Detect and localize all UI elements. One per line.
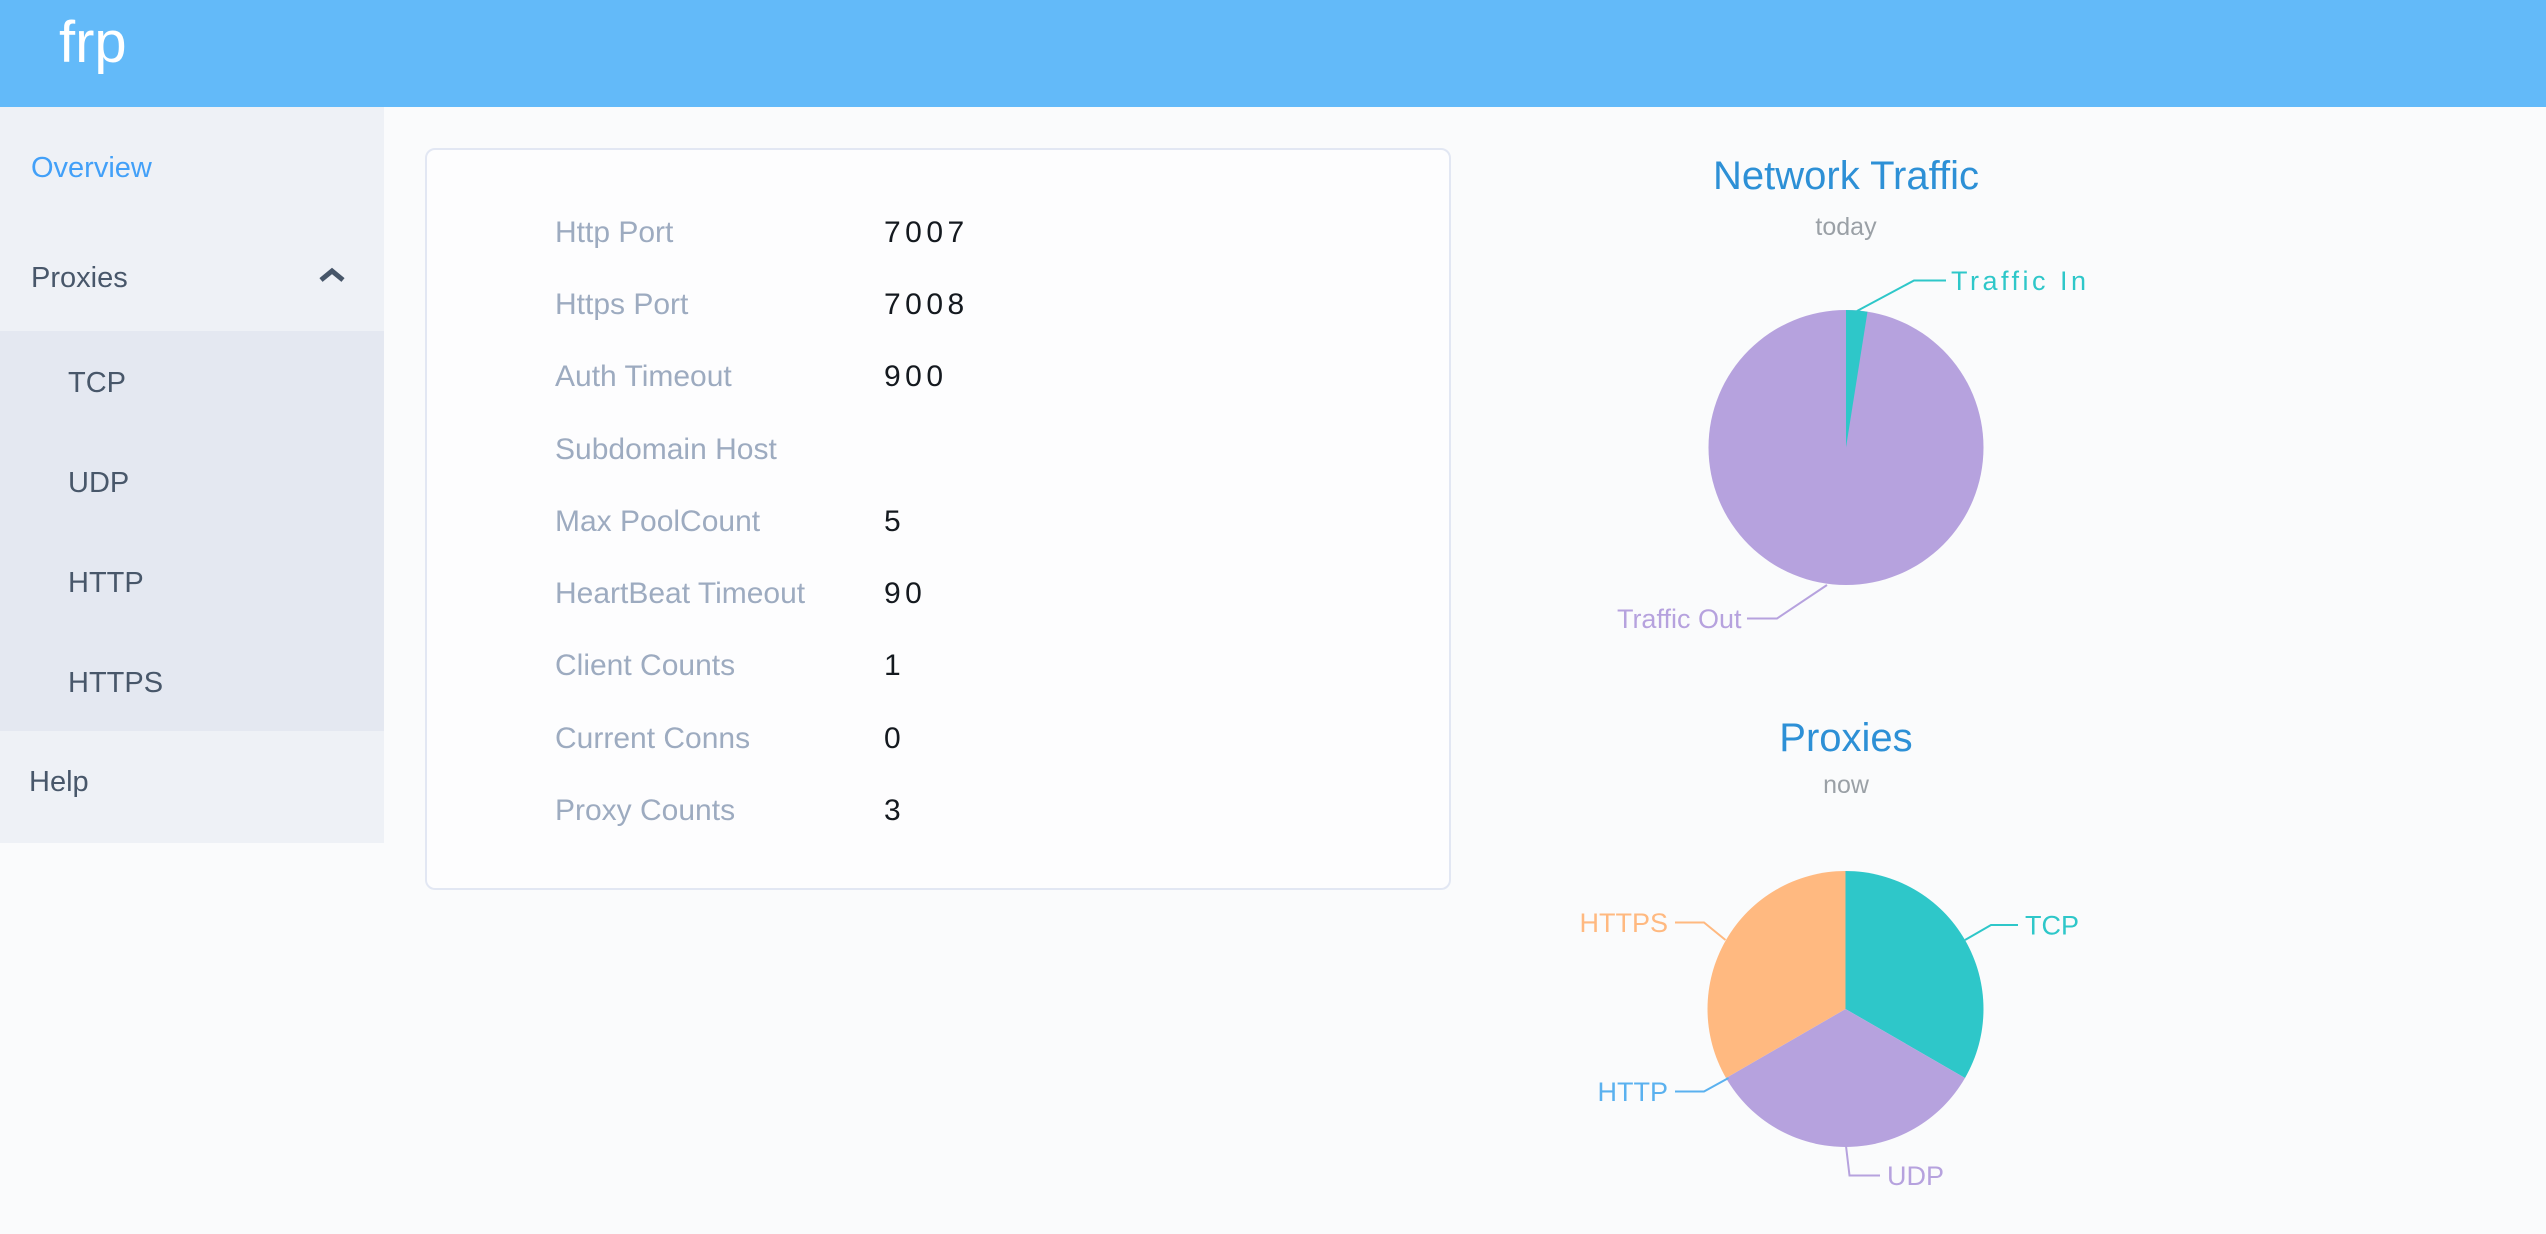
svg-text:TCP: TCP (2025, 911, 2079, 941)
svg-text:now: now (1823, 771, 1870, 799)
svg-text:Network Traffic: Network Traffic (1713, 154, 1979, 198)
svg-text:UDP: UDP (1887, 1161, 1944, 1191)
svg-text:Traffic In: Traffic In (1951, 266, 2090, 296)
svg-text:today: today (1815, 213, 1877, 241)
svg-text:Traffic Out: Traffic Out (1617, 604, 1742, 634)
svg-text:HTTPS: HTTPS (1579, 908, 1668, 938)
svg-text:HTTP: HTTP (1598, 1077, 1669, 1107)
svg-text:Proxies: Proxies (1779, 716, 1912, 760)
